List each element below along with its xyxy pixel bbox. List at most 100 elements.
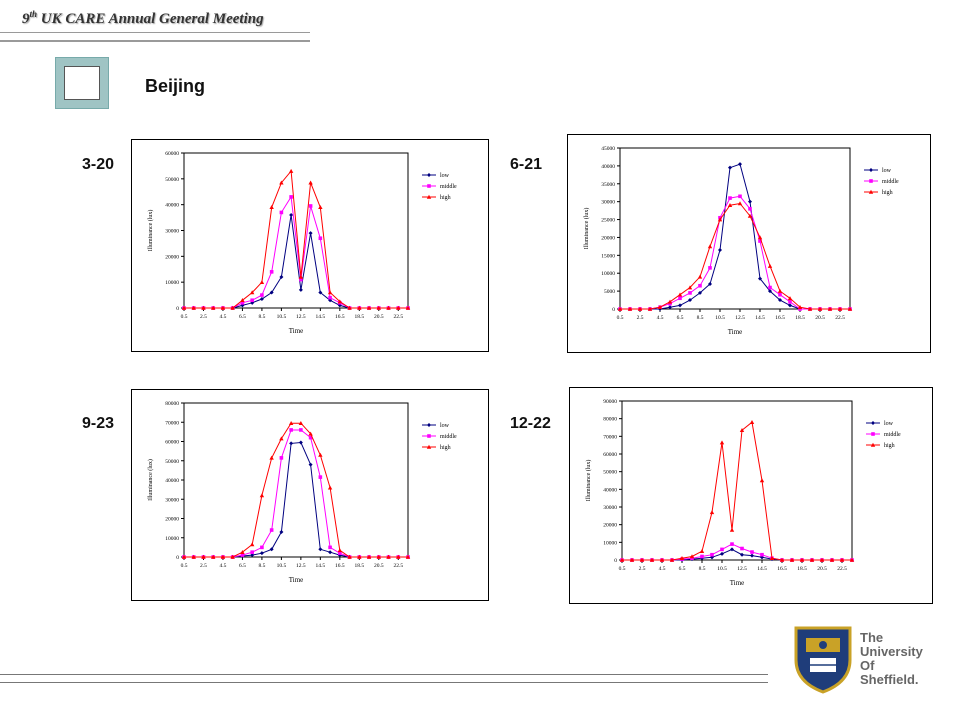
series-line-middle [184, 429, 408, 558]
point-low [328, 550, 333, 555]
point-high [797, 305, 803, 310]
point-low [668, 305, 672, 310]
point-high [288, 168, 294, 173]
point-middle [700, 554, 704, 559]
point-high [327, 485, 333, 490]
point-middle [299, 428, 303, 432]
chart-svg: 0 10000 20000 30000 40000 50000 60000 70000 8000… [147, 401, 457, 584]
series-line-high [620, 202, 850, 310]
point-high [739, 427, 745, 432]
point-middle [748, 207, 752, 211]
x-tick-label: 10.5 [717, 566, 727, 572]
point-middle [760, 552, 764, 557]
point-high [729, 527, 735, 532]
chart-9-23: 0 10000 20000 30000 40000 50000 60000 70000 8000… [131, 389, 489, 601]
series-line-high [184, 422, 408, 558]
point-high [807, 306, 813, 311]
x-axis-label: Time [289, 576, 304, 584]
point-low [318, 290, 323, 295]
point-high [191, 554, 196, 559]
point-high [327, 290, 333, 295]
legend-marker [426, 194, 432, 199]
point-high [308, 431, 313, 436]
y-tick-label: 50000 [165, 177, 179, 183]
point-high [249, 542, 255, 547]
title-prefix: 9 [22, 11, 30, 27]
point-high [727, 203, 733, 208]
university-logo [790, 622, 930, 694]
chart-svg: 0 5000 10000 15000 20000 25000 30000 35000 40000… [583, 146, 899, 336]
point-high [639, 557, 645, 562]
point-low [728, 165, 732, 170]
x-tick-label: 12.5 [296, 314, 306, 320]
legend-label: high [440, 445, 451, 451]
y-tick-label: 60000 [165, 440, 179, 446]
point-high [697, 274, 703, 279]
legend-label: high [882, 190, 893, 196]
plot-area [183, 152, 409, 309]
legend-marker [426, 444, 432, 449]
point-high [779, 557, 785, 562]
x-tick-label: 20.5 [374, 314, 384, 320]
point-high [677, 292, 683, 297]
point-high [747, 213, 753, 218]
x-tick-label: 6.5 [239, 314, 246, 320]
x-tick-label: 0.5 [617, 315, 624, 321]
y-tick-label: 10000 [603, 540, 617, 546]
y-tick-label: 50000 [603, 470, 617, 476]
point-high [357, 554, 362, 559]
point-high [619, 557, 625, 562]
point-high [687, 285, 693, 290]
legend-marker [427, 423, 431, 427]
x-tick-label: 12.5 [737, 566, 747, 572]
point-high [717, 217, 723, 222]
point-high [259, 279, 265, 284]
legend-marker [871, 432, 875, 436]
series-line-high [184, 169, 408, 309]
title-rest: UK CARE Annual General Meeting [37, 11, 264, 27]
point-high [667, 299, 673, 304]
point-high [699, 548, 705, 553]
legend-marker [869, 168, 873, 172]
point-high [220, 305, 226, 310]
point-middle [260, 545, 264, 550]
point-high [288, 421, 294, 426]
point-middle [260, 293, 264, 297]
point-high [649, 557, 655, 562]
point-high [269, 455, 274, 460]
point-middle [698, 283, 702, 288]
point-low [688, 298, 692, 303]
point-high [396, 305, 401, 310]
x-tick-label: 12.5 [735, 315, 745, 321]
x-tick-label: 14.5 [755, 315, 765, 321]
x-tick-label: 22.5 [393, 563, 403, 569]
point-middle [688, 291, 692, 295]
point-high [657, 305, 663, 310]
y-tick-label: 0 [614, 558, 617, 564]
point-low [720, 551, 724, 556]
x-tick-label: 0.5 [181, 314, 188, 320]
legend-label: low [440, 173, 450, 179]
point-middle [750, 550, 754, 554]
point-high [617, 306, 623, 311]
point-middle [289, 195, 293, 199]
y-axis-label: Illuminance (lux) [147, 459, 154, 501]
y-tick-label: 10000 [601, 271, 615, 277]
point-low [788, 303, 792, 308]
point-high [249, 290, 255, 295]
legend-marker [427, 184, 431, 188]
point-high [799, 557, 805, 562]
point-low [708, 281, 712, 286]
point-high [707, 244, 713, 249]
point-high [847, 306, 853, 311]
point-low [778, 298, 782, 303]
x-tick-label: 18.5 [354, 563, 364, 569]
header-divider-thin [0, 32, 310, 33]
point-high [279, 436, 284, 441]
point-high [777, 288, 783, 293]
x-tick-label: 2.5 [637, 315, 644, 321]
point-high [318, 205, 323, 210]
y-tick-label: 10000 [165, 280, 179, 286]
point-low [279, 275, 284, 279]
point-high [829, 557, 835, 562]
